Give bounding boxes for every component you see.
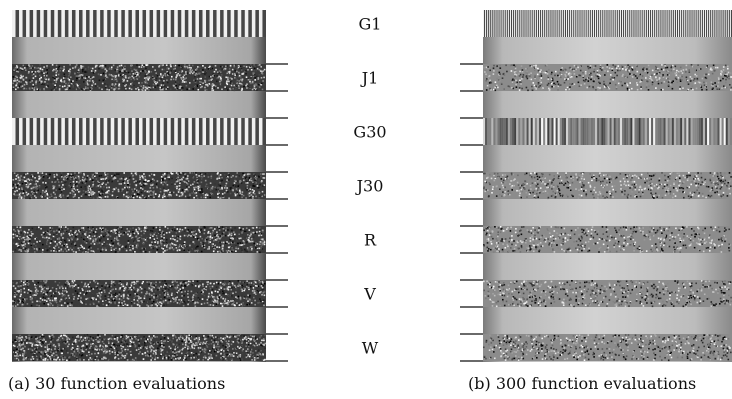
panel-a-right-ticks bbox=[266, 63, 288, 362]
panel-a-band-w bbox=[12, 334, 266, 362]
row-label-j30: J30 bbox=[355, 177, 384, 196]
row-label-w: W bbox=[362, 339, 379, 358]
panel-b-band-r bbox=[483, 226, 732, 253]
panel-b-300-evaluations bbox=[483, 10, 732, 362]
row-label-r: R bbox=[364, 231, 377, 250]
panel-b-band-v bbox=[483, 280, 732, 308]
panel-a-30-evaluations bbox=[12, 10, 266, 362]
panel-b-band-j30 bbox=[483, 172, 732, 200]
row-label-j1: J1 bbox=[360, 69, 379, 88]
row-label-g1: G1 bbox=[359, 15, 382, 34]
panel-b-band-j1 bbox=[483, 64, 732, 92]
panel-a-band-v bbox=[12, 280, 266, 308]
row-labels: G1 J1 G30 J30 R V W bbox=[353, 15, 386, 358]
caption-a: (a) 30 function evaluations bbox=[8, 374, 226, 393]
panel-b-band-w bbox=[483, 334, 732, 362]
panel-b-bands bbox=[483, 10, 732, 362]
caption-b: (b) 300 function evaluations bbox=[468, 374, 697, 393]
panel-a-band-g30 bbox=[12, 118, 266, 145]
panel-b-band-g1 bbox=[483, 10, 732, 37]
panel-a-band-g1 bbox=[12, 10, 266, 37]
panel-a-band-j30 bbox=[12, 172, 266, 200]
panel-b-band-g30 bbox=[483, 118, 732, 145]
panel-a-band-r bbox=[12, 226, 266, 254]
panel-a-band-j1 bbox=[12, 64, 266, 92]
row-label-g30: G30 bbox=[353, 123, 386, 142]
row-label-v: V bbox=[363, 285, 376, 304]
panel-b-left-ticks bbox=[460, 63, 483, 362]
panel-a-bands bbox=[12, 10, 266, 362]
